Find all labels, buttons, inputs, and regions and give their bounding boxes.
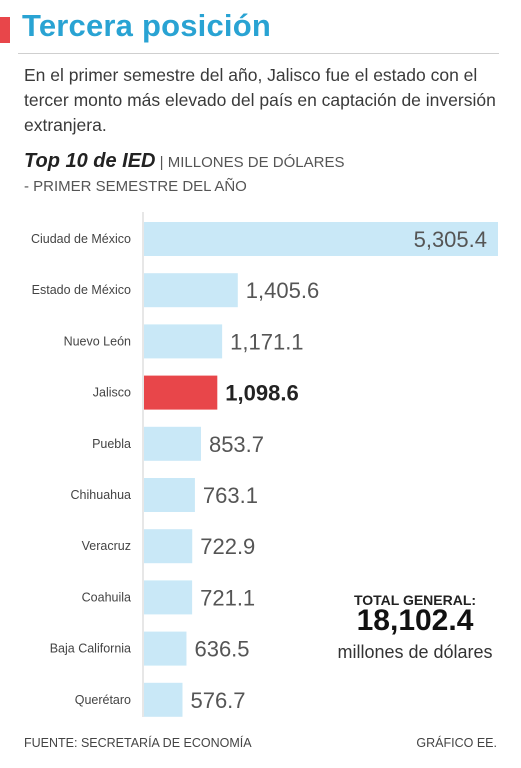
value-label: 763.1 (203, 483, 258, 508)
category-label: Puebla (92, 437, 131, 451)
value-label: 853.7 (209, 432, 264, 457)
bar-2 (144, 324, 223, 359)
bar-6 (144, 529, 193, 564)
title-divider (18, 53, 499, 54)
value-label: 1,171.1 (230, 329, 303, 354)
bar-8 (144, 631, 187, 666)
category-label: Veracruz (82, 539, 131, 553)
value-label: 5,305.4 (414, 227, 487, 252)
page-title: Tercera posición (22, 8, 271, 43)
value-label: 721.1 (200, 585, 255, 610)
credit-note: GRÁFICO EE. (416, 736, 497, 750)
category-label: Estado de México (32, 283, 131, 297)
bar-chart: Ciudad de México 5,305.4 Estado de México 1… (31, 212, 498, 717)
chart-subtitle-separator: | (155, 154, 168, 171)
value-label: 722.9 (200, 534, 255, 559)
chart-subtitle-bold: Top 10 de IED (24, 150, 156, 172)
bar-1 (144, 273, 238, 308)
bar-9 (144, 682, 183, 717)
value-label: 1,405.6 (246, 278, 319, 303)
chart-subtitle: Top 10 de IED | MILLONES DE DÓLARES (24, 150, 344, 173)
category-label: Baja California (50, 642, 131, 656)
chart-subtitle-unit: MILLONES DE DÓLARES (167, 154, 345, 171)
category-label: Ciudad de México (31, 232, 131, 246)
bar-7 (144, 580, 193, 615)
category-label: Chihuahua (71, 488, 132, 502)
chart-description: En el primer semestre del año, Jalisco f… (24, 65, 496, 135)
bar-3 (144, 375, 218, 410)
value-label: 1,098.6 (225, 381, 298, 406)
value-label: 576.7 (190, 688, 245, 713)
bar-5 (144, 478, 195, 512)
total-unit: millones de dólares (337, 642, 493, 662)
bar-0 (144, 222, 498, 256)
category-label: Nuevo León (64, 334, 131, 348)
total-label: TOTAL GENERAL: (353, 592, 477, 608)
category-label: Coahuila (82, 590, 131, 604)
chart-subtitle-period: - PRIMER SEMESTRE DEL AÑO (24, 178, 247, 195)
value-label: 636.5 (194, 637, 249, 662)
source-note: FUENTE: SECRETARÍA DE ECONOMÍA (24, 736, 252, 750)
category-label: Jalisco (93, 386, 131, 400)
total-value: 18,102.4 (356, 604, 474, 637)
title-accent-bar (0, 17, 10, 43)
category-label: Querétaro (75, 693, 131, 707)
bar-4 (144, 426, 201, 461)
